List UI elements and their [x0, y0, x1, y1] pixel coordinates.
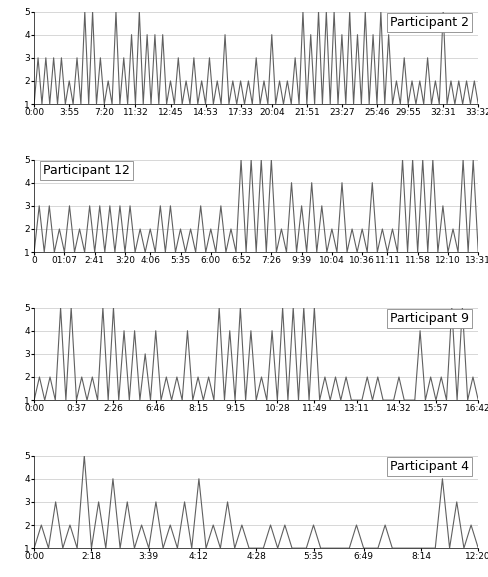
Text: Participant 2: Participant 2 — [390, 16, 469, 29]
Text: Participant 4: Participant 4 — [390, 460, 469, 473]
Text: Participant 9: Participant 9 — [390, 312, 469, 325]
Text: Participant 12: Participant 12 — [43, 164, 130, 177]
